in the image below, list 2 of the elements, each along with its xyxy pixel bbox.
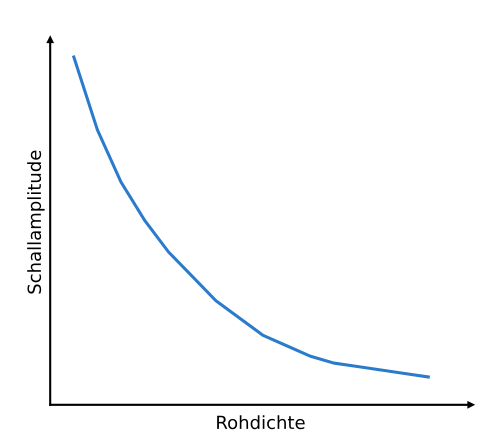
- y-axis-title: Schallamplitude: [27, 150, 45, 294]
- x-axis-title: Rohdichte: [217, 415, 305, 430]
